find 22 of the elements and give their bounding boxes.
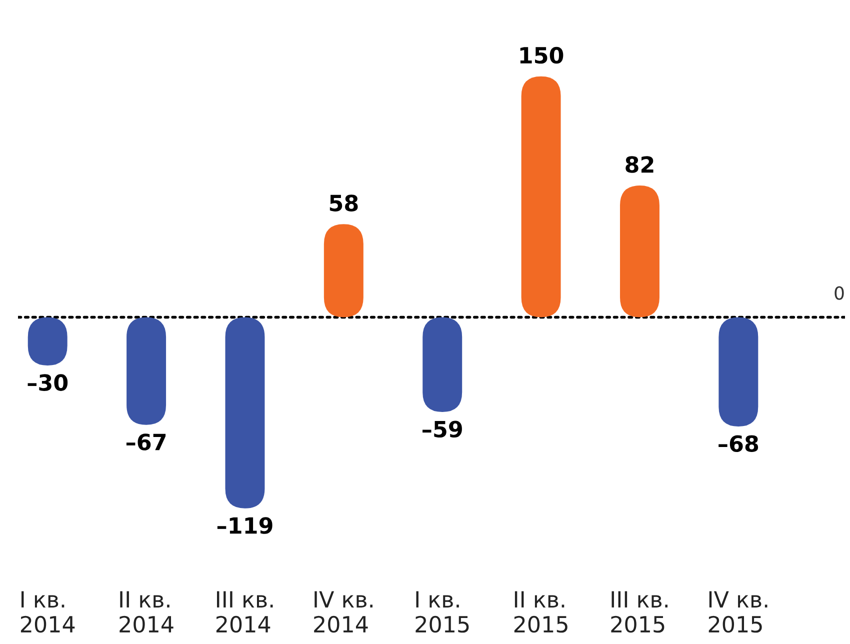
x-tick-label: II кв. 2014 — [120, 591, 174, 633]
data-label: –68 — [718, 435, 758, 452]
x-tick-label: IV кв. 2015 — [708, 591, 768, 633]
x-tick-label: I кв. 2014 — [20, 591, 75, 633]
data-label: –59 — [422, 420, 462, 438]
x-tick-label: III кв. 2014 — [216, 591, 273, 633]
data-label: –119 — [217, 517, 272, 534]
ref-line-label: 0 — [834, 286, 844, 300]
bar — [718, 317, 758, 426]
data-label: 82 — [626, 156, 654, 173]
x-tick-label: III кв. 2015 — [611, 591, 668, 633]
data-label: –30 — [28, 374, 68, 391]
data-label: 150 — [520, 46, 564, 64]
bar — [521, 76, 561, 318]
x-tick-label: II кв. 2015 — [514, 591, 568, 633]
bar — [225, 317, 265, 508]
bar — [620, 186, 660, 318]
bar — [126, 317, 166, 425]
x-tick-label: I кв. 2015 — [416, 591, 469, 633]
x-tick-label: IV кв. 2014 — [314, 591, 372, 633]
data-label: 58 — [330, 194, 358, 212]
data-label: –67 — [126, 434, 166, 450]
